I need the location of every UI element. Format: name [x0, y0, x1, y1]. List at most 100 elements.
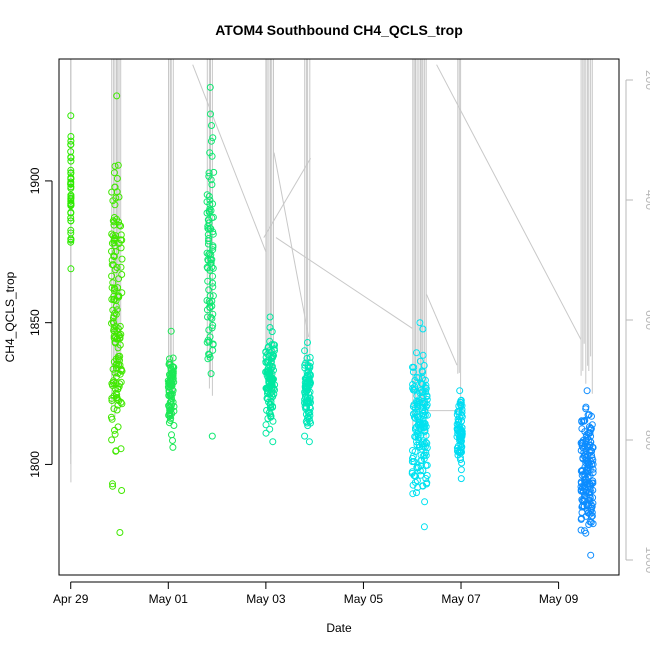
data-point	[110, 169, 118, 177]
data-point	[587, 507, 595, 514]
data-point	[303, 419, 311, 427]
data-point	[114, 325, 122, 333]
data-point	[421, 498, 429, 506]
data-point	[587, 458, 595, 465]
data-point	[109, 379, 117, 386]
data-point	[268, 328, 276, 336]
data-point	[169, 437, 176, 444]
data-point	[111, 430, 119, 438]
data-point	[304, 394, 312, 402]
data-point	[113, 264, 121, 271]
data-point	[111, 369, 119, 377]
data-point	[453, 444, 461, 452]
data-point	[268, 388, 276, 396]
data-point	[67, 235, 75, 243]
data-point	[110, 252, 118, 260]
data-point	[111, 309, 119, 317]
data-point	[301, 347, 309, 355]
data-point	[67, 180, 75, 188]
data-point	[116, 370, 124, 378]
data-point	[116, 361, 124, 369]
data-point	[205, 207, 213, 215]
data-point	[168, 380, 176, 388]
data-point	[271, 341, 278, 349]
data-point	[268, 341, 276, 349]
data-point	[168, 401, 175, 409]
data-point	[114, 423, 122, 431]
data-point	[117, 378, 125, 386]
data-point	[116, 380, 124, 388]
data-point	[208, 122, 215, 129]
data-point	[304, 399, 312, 407]
data-point	[208, 263, 216, 271]
data-point	[112, 310, 120, 318]
data-point	[111, 339, 119, 347]
data-point	[409, 368, 417, 376]
x-tick-label: Apr 29	[53, 592, 89, 606]
data-point	[204, 336, 212, 344]
data-point	[209, 340, 217, 348]
data-point	[410, 363, 418, 371]
data-point	[116, 529, 124, 536]
data-point	[416, 357, 424, 365]
data-point	[581, 451, 589, 459]
data-point	[205, 350, 213, 358]
data-point	[587, 438, 595, 446]
data-point	[209, 228, 217, 236]
data-point	[266, 425, 274, 433]
data-point	[204, 355, 212, 363]
data-point	[584, 411, 592, 419]
data-point	[420, 419, 428, 427]
data-point	[205, 338, 213, 346]
data-point	[409, 452, 417, 460]
data-point	[266, 324, 274, 331]
x-tick-label: May 03	[246, 592, 286, 606]
data-point	[266, 390, 274, 398]
data-point	[107, 413, 115, 421]
data-point	[417, 471, 425, 479]
data-point	[413, 408, 421, 416]
data-point	[583, 387, 591, 395]
data-point	[109, 482, 117, 490]
data-point	[118, 236, 126, 244]
y2-tick-label: 200	[643, 70, 650, 90]
data-point	[113, 188, 121, 196]
data-point	[109, 197, 117, 205]
data-point	[411, 383, 419, 391]
data-point	[416, 319, 424, 327]
data-point	[165, 387, 173, 394]
data-point	[413, 463, 421, 471]
transit-line	[263, 157, 312, 238]
data-point	[209, 243, 217, 251]
data-point	[586, 493, 594, 501]
data-point	[577, 479, 585, 487]
data-point	[209, 134, 217, 142]
data-point	[458, 417, 465, 425]
data-point	[110, 236, 118, 244]
data-point	[108, 319, 115, 327]
data-point	[206, 83, 214, 91]
data-point	[208, 432, 216, 440]
data-point	[423, 461, 431, 469]
y-tick-label: 1800	[28, 451, 42, 478]
data-point	[419, 368, 427, 376]
data-point	[584, 464, 591, 472]
data-point	[415, 374, 423, 382]
data-point	[204, 313, 211, 321]
data-point	[203, 209, 211, 217]
plot-area-frame	[58, 58, 620, 576]
chart-title: ATOM4 Southbound CH4_QCLS_trop	[215, 22, 463, 38]
data-point	[421, 420, 429, 428]
data-point	[67, 112, 75, 120]
data-point	[423, 411, 431, 419]
data-point	[586, 429, 594, 437]
data-point	[422, 432, 430, 439]
data-point	[67, 166, 75, 174]
data-point	[109, 365, 117, 373]
data-point	[304, 422, 312, 430]
data-point	[420, 523, 428, 531]
y-axis-right-pressure: 200 400 600 800 1000	[625, 70, 650, 574]
data-point	[303, 354, 311, 362]
data-point	[114, 161, 122, 169]
data-point	[109, 382, 116, 389]
